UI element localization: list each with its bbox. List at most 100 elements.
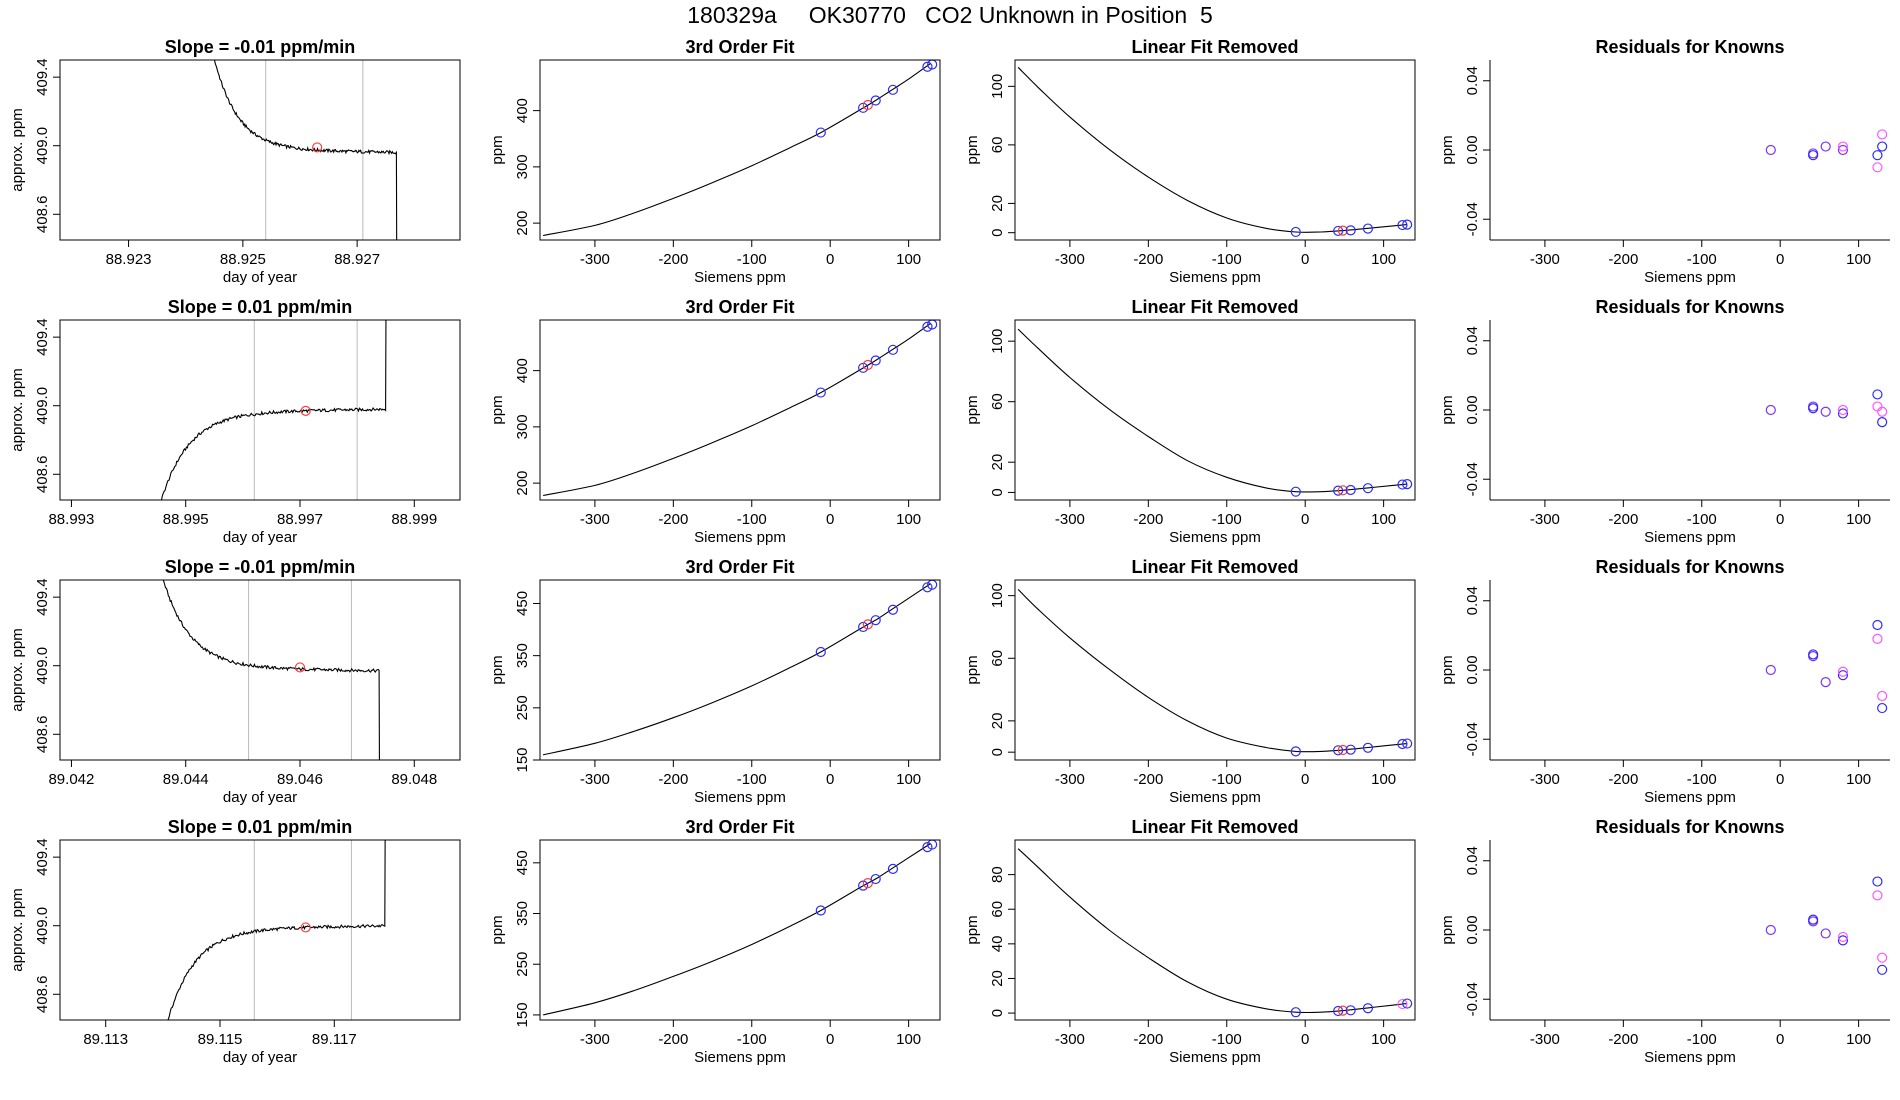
x-tick-label: 100 [896, 771, 921, 788]
x-tick-label: -100 [1687, 771, 1717, 788]
x-tick-label: -100 [1212, 511, 1242, 528]
data-point [1290, 486, 1301, 497]
data-point [1397, 998, 1408, 1010]
x-tick-label: 88.925 [220, 251, 266, 268]
panel-title: Linear Fit Removed [1131, 297, 1298, 317]
y-tick-label: 0.00 [1464, 655, 1481, 684]
x-tick-label: -300 [580, 1031, 610, 1048]
fit-curve [1017, 328, 1408, 493]
plot-frame [539, 59, 941, 241]
fit-curve [542, 62, 931, 237]
x-tick-label: 100 [1371, 251, 1396, 268]
y-tick-label: 0 [989, 488, 1006, 496]
y-tick-label: 60 [989, 901, 1006, 918]
x-axis-label: Siemens ppm [1644, 1049, 1736, 1066]
data-point [1362, 223, 1374, 234]
y-tick-label: 350 [514, 901, 531, 926]
x-axis-label: day of year [223, 269, 297, 286]
x-tick-label: 100 [1371, 511, 1396, 528]
y-axis-label: ppm [489, 135, 506, 164]
y-tick-label: 0 [989, 748, 1006, 756]
y-tick-label: 100 [989, 329, 1006, 354]
y-tick-label: 200 [514, 471, 531, 496]
data-point [1837, 408, 1849, 419]
y-tick-label: 300 [514, 414, 531, 439]
data-point [1337, 485, 1348, 496]
x-tick-label: 100 [896, 251, 921, 268]
plot-frame [59, 319, 461, 501]
y-tick-label: 400 [514, 358, 531, 383]
x-tick-label: 100 [1846, 511, 1871, 528]
x-tick-label: -300 [1055, 771, 1085, 788]
x-tick-label: 0 [1776, 251, 1784, 268]
data-point [1397, 738, 1408, 750]
x-tick-label: -200 [658, 511, 688, 528]
panel-title: 3rd Order Fit [685, 297, 794, 317]
y-tick-label: 60 [989, 137, 1006, 154]
data-point [1362, 742, 1374, 753]
y-tick-label: 250 [514, 952, 531, 977]
x-tick-label: -100 [1687, 251, 1717, 268]
x-tick-label: -300 [1530, 1031, 1560, 1048]
y-tick-label: 409.4 [34, 838, 51, 876]
y-axis-label: approx. ppm [9, 368, 26, 451]
data-point [1877, 406, 1888, 417]
data-point [1877, 141, 1888, 152]
y-tick-label: -0.04 [1464, 982, 1481, 1016]
panel-title: Slope = 0.01 ppm/min [168, 817, 353, 837]
data-point [1872, 619, 1883, 631]
x-tick-label: 100 [896, 1031, 921, 1048]
panel-title: 3rd Order Fit [685, 557, 794, 577]
x-tick-label: 88.993 [48, 511, 94, 528]
y-tick-label: -0.04 [1464, 722, 1481, 756]
data-point [1877, 952, 1888, 963]
panel-title: 3rd Order Fit [685, 817, 794, 837]
data-point [1402, 219, 1413, 230]
x-tick-label: 88.999 [391, 511, 437, 528]
y-tick-label: 450 [514, 591, 531, 616]
y-tick-label: 0 [989, 1009, 1006, 1017]
y-axis-label: ppm [489, 915, 506, 944]
fit-curve [1017, 589, 1408, 753]
data-point [922, 321, 933, 332]
ppm-trace [160, 320, 387, 500]
data-point [870, 615, 881, 626]
data-point [887, 863, 899, 875]
x-tick-label: 100 [1846, 771, 1871, 788]
mean-point-marker [300, 405, 311, 416]
y-tick-label: 408.6 [34, 976, 51, 1014]
data-point [922, 61, 933, 72]
y-tick-label: 20 [989, 195, 1006, 212]
data-point [1345, 1005, 1356, 1016]
x-axis-label: Siemens ppm [1169, 789, 1261, 806]
data-point [1820, 406, 1831, 417]
data-point [887, 84, 899, 95]
y-axis-label: ppm [964, 655, 981, 684]
y-tick-label: 150 [514, 747, 531, 772]
panel-title: Slope = -0.01 ppm/min [165, 557, 356, 577]
data-point [1337, 225, 1348, 236]
plot-frame [1014, 319, 1416, 501]
y-tick-label: -0.04 [1464, 462, 1481, 496]
x-tick-label: -300 [1055, 1031, 1085, 1048]
data-point [887, 604, 899, 615]
y-axis-label: approx. ppm [9, 628, 26, 711]
plot-frame [1014, 579, 1416, 761]
y-tick-label: 0.04 [1464, 66, 1481, 95]
data-point [1337, 1005, 1348, 1016]
x-tick-label: 100 [896, 511, 921, 528]
x-tick-label: -200 [658, 251, 688, 268]
data-point [1877, 417, 1888, 428]
y-tick-label: 0.04 [1464, 846, 1481, 875]
data-point [1808, 914, 1819, 925]
data-point [1402, 738, 1413, 749]
x-tick-label: 0 [826, 511, 834, 528]
y-axis-label: ppm [489, 655, 506, 684]
panel-title: 3rd Order Fit [685, 37, 794, 57]
y-tick-label: 408.6 [34, 196, 51, 234]
x-axis-label: Siemens ppm [694, 529, 786, 546]
y-tick-label: 350 [514, 643, 531, 668]
data-point [862, 99, 873, 111]
plot-frame [539, 319, 941, 501]
mean-point-marker [300, 922, 311, 933]
